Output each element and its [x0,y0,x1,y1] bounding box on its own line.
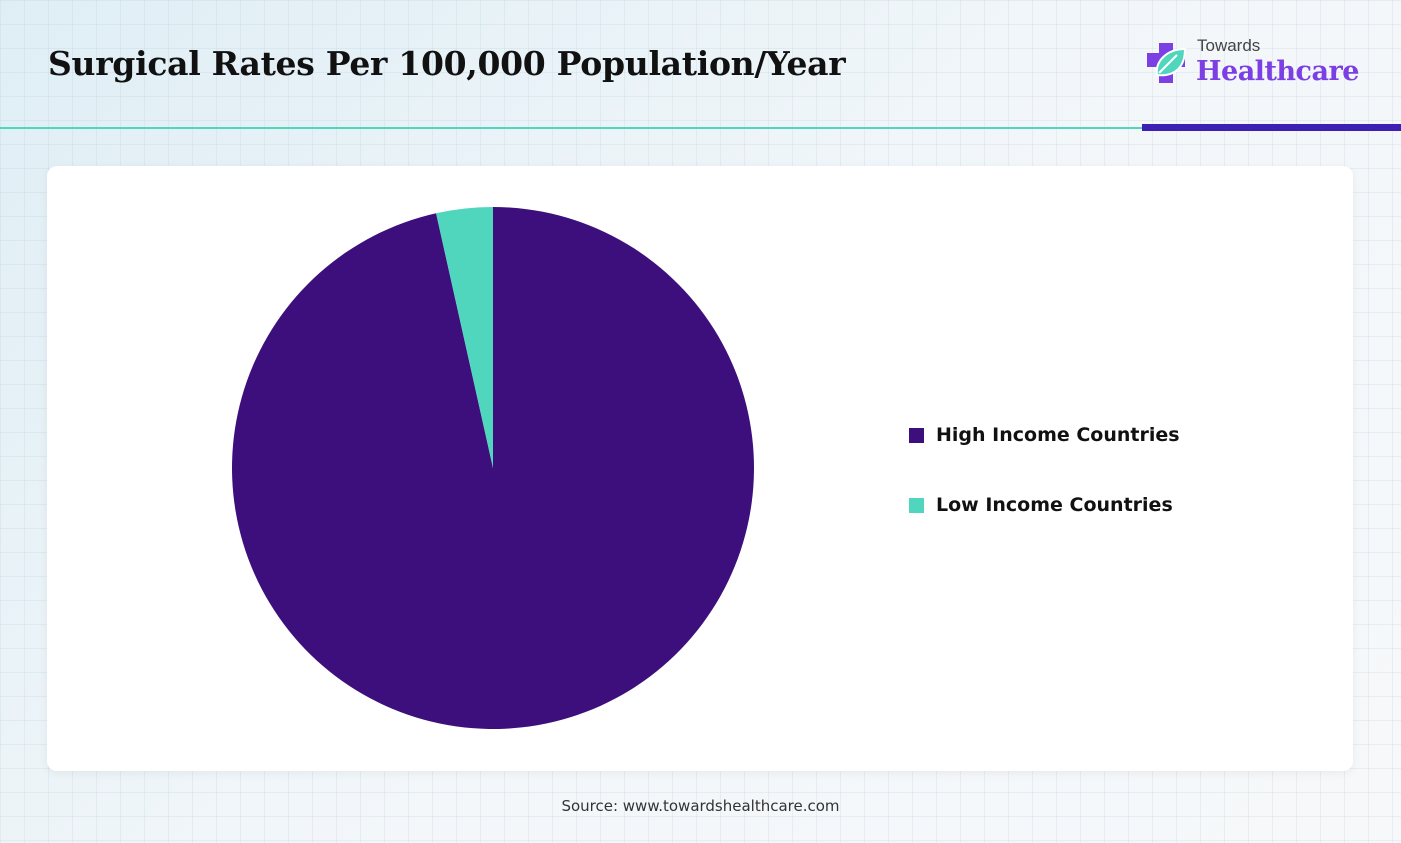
medical-cross-leaf-icon [1147,43,1187,83]
legend-label-high-income: High Income Countries [936,424,1180,446]
legend-swatch-low-income [909,497,924,513]
logo-towards-text: Towards [1197,36,1261,55]
chart-card: High Income Countries Low Income Countri… [47,166,1353,771]
legend-item-low-income[interactable]: Low Income Countries [909,489,1180,521]
legend-label-low-income: Low Income Countries [936,494,1173,516]
page-title: Surgical Rates Per 100,000 Population/Ye… [48,44,846,83]
legend-swatch-high-income [909,427,924,443]
brand-logo[interactable]: Towards Healthcare [1145,36,1360,96]
chart-legend: High Income Countries Low Income Countri… [909,419,1180,559]
legend-item-high-income[interactable]: High Income Countries [909,419,1180,451]
pie-chart [231,207,754,729]
header-divider-purple [1142,124,1401,131]
header-divider-teal [0,127,1142,129]
pie-slice-low-income-countries[interactable] [436,207,493,468]
pie-slice-high-income-countries[interactable] [231,207,754,729]
logo-healthcare-text: Healthcare [1196,56,1359,87]
source-note: Source: www.towardshealthcare.com [561,797,840,815]
